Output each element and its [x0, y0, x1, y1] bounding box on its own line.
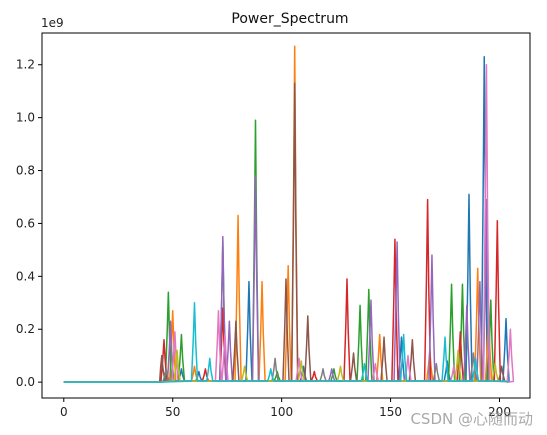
plot-area [41, 32, 531, 399]
series-line-8 [63, 352, 509, 383]
series-group [63, 45, 515, 383]
y-tick-label: 0.4 [16, 269, 35, 283]
y-tick-label: 0.0 [16, 375, 35, 389]
y-tick-label: 1.0 [16, 111, 35, 125]
series-line-4 [63, 198, 509, 383]
x-tick-label: 200 [488, 405, 511, 419]
y-offset-label: 1e9 [41, 16, 64, 30]
x-tick-label: 0 [60, 405, 68, 419]
x-tick-label: 50 [165, 405, 180, 419]
y-tick-label: 0.8 [16, 164, 35, 178]
y-axis-ticks: 0.0 0.2 0.4 0.6 0.8 1.0 1.2 [16, 58, 42, 389]
series-line-3 [63, 119, 509, 383]
y-tick-label: 1.2 [16, 58, 35, 72]
series-line-7 [63, 63, 515, 383]
axes-frame [41, 32, 531, 399]
y-tick-label: 0.6 [16, 216, 35, 230]
series-line-10 [63, 302, 509, 383]
x-tick-label: 150 [379, 405, 402, 419]
watermark: CSDN @心随而动 [410, 410, 533, 428]
y-tick-label: 0.2 [16, 322, 35, 336]
chart-title: Power_Spectrum [231, 11, 348, 27]
series-line-5 [63, 175, 509, 383]
x-axis-ticks: 0 50 100 150 200 [60, 398, 511, 419]
x-tick-label: 100 [270, 405, 293, 419]
series-line-6 [63, 82, 509, 383]
